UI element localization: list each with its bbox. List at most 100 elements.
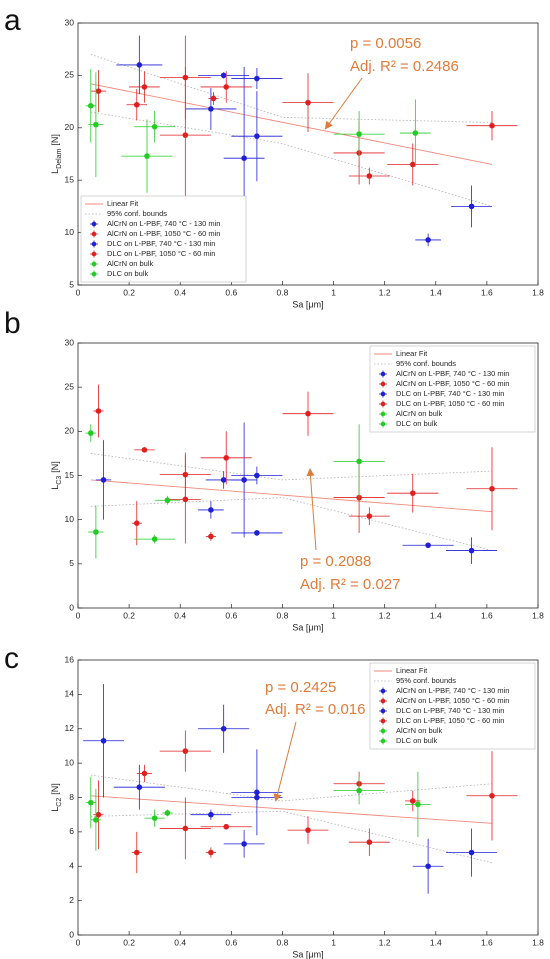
legend-label: 95% conf. bounds (396, 359, 456, 368)
y-tick-label: 20 (65, 426, 75, 436)
y-tick-label: 5 (69, 279, 74, 289)
point (489, 122, 495, 129)
x-axis-label: Sa [μm] (292, 949, 323, 959)
legend-label: DLC on L-PBF, 1050 °C - 60 min (107, 249, 215, 258)
legend-marker (380, 698, 386, 704)
annotation-arrow (324, 77, 363, 130)
annotation-arrow (273, 721, 297, 802)
legend-box (369, 662, 536, 750)
legend-marker (380, 381, 386, 387)
x-axis-label: Sa [μm] (292, 299, 323, 309)
x-tick-label: 1.6 (481, 610, 493, 620)
legend-label: AlCrN on L-PBF, 1050 °C - 60 min (396, 696, 509, 705)
legend-label: AlCrN on L-PBF, 1050 °C - 60 min (107, 229, 220, 238)
y-tick-label: 30 (65, 337, 75, 347)
y-tick-label: 0 (69, 929, 74, 939)
x-tick-label: 0 (76, 610, 81, 620)
x-tick-label: 1.4 (430, 937, 442, 947)
y-tick-label: 30 (65, 17, 75, 27)
x-tick-label: 1.6 (481, 287, 493, 297)
y-tick-label: 2 (69, 895, 74, 905)
point (254, 75, 260, 82)
x-tick-label: 0 (76, 937, 81, 947)
point (412, 130, 419, 136)
x-tick-label: 0.8 (277, 610, 289, 620)
x-tick-label: 0.4 (174, 610, 186, 620)
y-tick-label: 16 (65, 654, 75, 664)
x-tick-label: 1.2 (379, 287, 391, 297)
point (220, 477, 227, 483)
y-label-main: L (50, 485, 60, 490)
point (409, 161, 416, 168)
y-tick-label: 15 (65, 174, 75, 184)
point (93, 817, 99, 823)
conf-bound (90, 774, 493, 802)
x-tick-label: 0.4 (174, 287, 186, 297)
y-label-main: L (50, 169, 60, 174)
y-axis-label: LDelam [N] (50, 134, 63, 174)
conf-bound (90, 111, 493, 207)
point (208, 533, 214, 540)
legend-label: DLC on L-PBF, 1050 °C - 60 min (396, 399, 504, 408)
x-tick-label: 1 (331, 937, 336, 947)
legend-marker (91, 271, 97, 277)
point (468, 203, 475, 210)
point (133, 849, 140, 856)
point (182, 825, 189, 832)
legend-marker (380, 421, 386, 427)
point (136, 784, 143, 790)
x-tick-label: 0.2 (123, 287, 135, 297)
legend-marker (380, 738, 386, 744)
point (133, 520, 140, 526)
legend-marker (91, 241, 97, 247)
point (223, 84, 230, 90)
legend-marker (380, 728, 386, 734)
point (141, 770, 148, 777)
x-tick-label: 0.6 (225, 610, 237, 620)
y-label-unit: [N] (50, 134, 60, 146)
y-tick-label: 8 (69, 792, 74, 802)
point (208, 811, 214, 818)
legend-marker (380, 401, 386, 407)
point (210, 95, 217, 102)
point (95, 408, 102, 414)
point (305, 827, 311, 833)
point (151, 815, 158, 821)
y-label-unit: [N] (50, 783, 60, 795)
legend-label: 95% conf. bounds (396, 676, 456, 685)
y-tick-label: 12 (65, 723, 75, 733)
x-tick-label: 1 (331, 287, 336, 297)
x-tick-label: 1.2 (379, 937, 391, 947)
point (151, 536, 158, 542)
point (409, 798, 416, 804)
x-tick-label: 0.6 (225, 937, 237, 947)
legend-marker (380, 411, 386, 417)
x-tick-label: 0.8 (277, 287, 289, 297)
panel-label: a (4, 4, 21, 37)
y-label-sub: C2 (56, 798, 63, 807)
point (100, 477, 107, 483)
point (136, 62, 143, 68)
point (254, 530, 260, 536)
point (133, 101, 140, 108)
point (366, 513, 373, 519)
x-tick-label: 1.8 (532, 937, 544, 947)
legend-label: DLC on bulk (396, 419, 438, 428)
point (425, 237, 431, 243)
x-tick-label: 0.8 (277, 937, 289, 947)
annotation: p = 0.2425 (265, 679, 336, 696)
point (208, 849, 214, 856)
x-tick-label: 1 (331, 610, 336, 620)
point (241, 477, 247, 483)
legend-label: 95% conf. bounds (107, 209, 167, 218)
y-label-sub: Delam (56, 148, 63, 168)
annotation: p = 0.2088 (300, 553, 371, 570)
point (93, 121, 99, 128)
point (141, 84, 148, 90)
y-tick-label: 25 (65, 381, 75, 391)
panel-label: c (4, 642, 19, 675)
legend-box (80, 195, 247, 283)
y-tick-label: 15 (65, 470, 75, 480)
